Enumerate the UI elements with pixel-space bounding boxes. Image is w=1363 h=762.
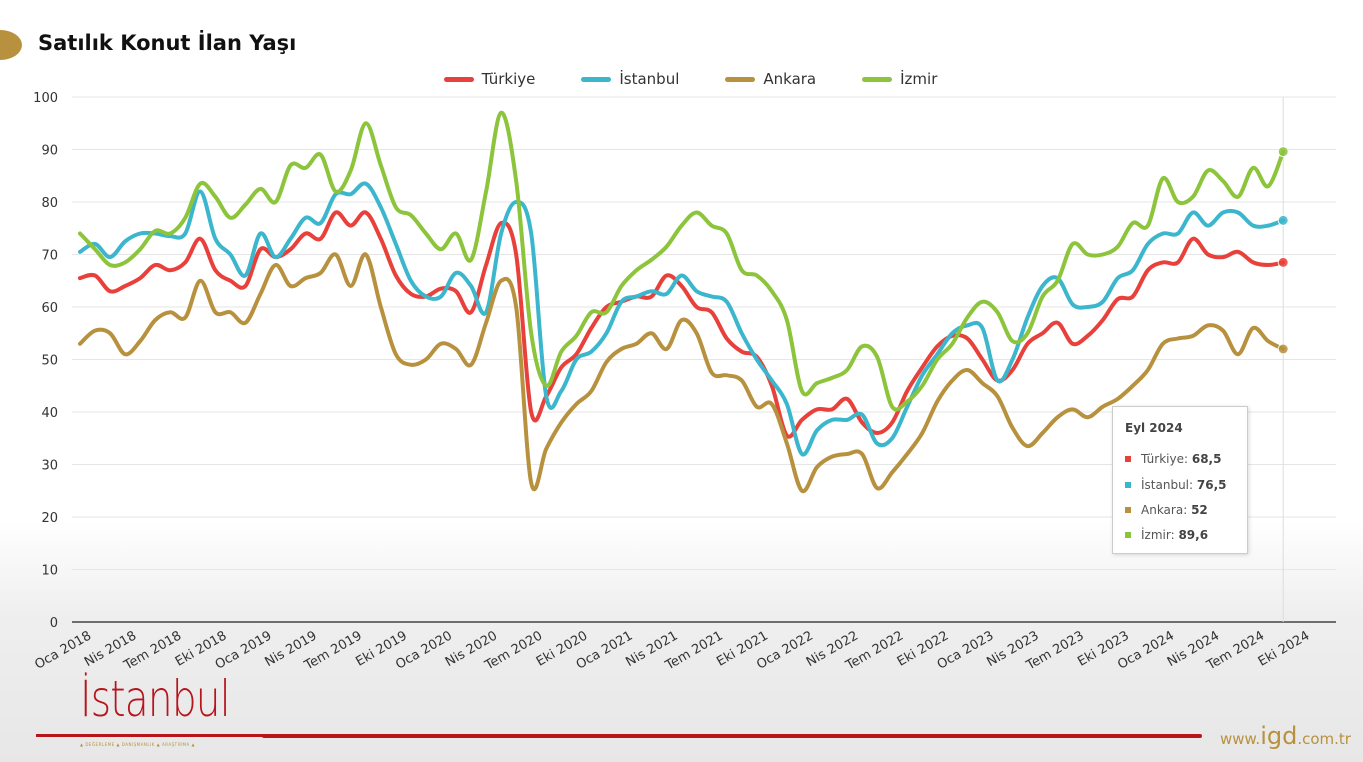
web-suffix: .com.tr	[1297, 730, 1351, 748]
tooltip-label: Ankara:	[1141, 503, 1192, 517]
legend-item-ankara[interactable]: Ankara	[707, 70, 816, 88]
series-marker-icon	[1125, 507, 1131, 513]
website-link[interactable]: www.igd.com.tr	[1220, 722, 1351, 750]
chart-legend: Türkiye İstanbul Ankara İzmir	[0, 70, 1363, 88]
hover-point	[1277, 146, 1289, 158]
legend-item-istanbul[interactable]: İstanbul	[563, 70, 679, 88]
hover-point	[1277, 214, 1289, 226]
tooltip-label: İzmir:	[1141, 528, 1179, 542]
tooltip-value: 89,6	[1178, 528, 1209, 542]
istanbul-logo: İstanbul ▲ DEĞERLEME ▲ DANIŞMANLIK ▲ ARA…	[36, 670, 266, 756]
series-line-0	[78, 210, 1286, 439]
y-tick-label: 20	[41, 511, 58, 526]
legend-label: Türkiye	[481, 70, 536, 88]
web-prefix: www.	[1220, 730, 1261, 748]
tooltip-value: 52	[1191, 503, 1208, 517]
series-marker-icon	[1125, 482, 1131, 488]
series-line-2	[78, 252, 1286, 494]
legend-swatch	[443, 76, 474, 82]
legend-swatch	[725, 76, 756, 82]
footer-divider	[262, 734, 1202, 738]
y-tick-label: 30	[41, 459, 58, 474]
series-line-1	[78, 181, 1286, 457]
y-tick-label: 60	[41, 301, 58, 316]
tooltip-row-izmir: İzmir: 89,6	[1125, 528, 1208, 542]
tooltip-row-turkiye: Türkiye: 68,5	[1125, 452, 1221, 466]
tooltip-row-istanbul: İstanbul: 76,5	[1125, 478, 1226, 492]
series-marker-icon	[1125, 532, 1131, 538]
tooltip-row-ankara: Ankara: 52	[1125, 503, 1208, 517]
web-main: igd	[1260, 722, 1298, 750]
skyline-background	[0, 520, 1363, 762]
logo-text: İstanbul	[80, 670, 231, 728]
tooltip-value: 68,5	[1191, 452, 1222, 466]
legend-item-izmir[interactable]: İzmir	[844, 70, 937, 88]
page-title: Satılık Konut İlan Yaşı	[38, 31, 297, 55]
y-tick-label: 70	[41, 249, 58, 264]
tooltip: Eyl 2024 Türkiye: 68,5 İstanbul: 76,5 An…	[1112, 406, 1248, 554]
y-tick-label: 100	[33, 91, 58, 106]
tooltip-title: Eyl 2024	[1125, 421, 1183, 435]
y-tick-label: 10	[41, 564, 58, 579]
legend-label: İstanbul	[619, 70, 680, 88]
x-tick-label: Oca 2018	[32, 628, 94, 672]
tooltip-label: İstanbul:	[1141, 478, 1197, 492]
title-marker-icon	[0, 30, 22, 60]
tooltip-value: 76,5	[1196, 478, 1227, 492]
x-tick-label: Eki 2024	[1256, 628, 1312, 669]
y-tick-label: 90	[41, 144, 58, 159]
hover-point	[1277, 343, 1289, 355]
legend-label: İzmir	[900, 70, 938, 88]
y-tick-label: 0	[50, 616, 58, 631]
y-tick-label: 50	[41, 354, 58, 369]
logo-underline	[36, 734, 266, 737]
series-marker-icon	[1125, 456, 1131, 462]
hover-point	[1277, 256, 1289, 268]
legend-label: Ankara	[763, 70, 817, 88]
series-line-3	[78, 110, 1286, 412]
tooltip-label: Türkiye:	[1141, 452, 1192, 466]
legend-item-turkiye[interactable]: Türkiye	[426, 70, 536, 88]
legend-swatch	[581, 76, 612, 82]
logo-subtitle: ▲ DEĞERLEME ▲ DANIŞMANLIK ▲ ARAŞTIRMA ▲	[80, 742, 196, 747]
legend-swatch	[862, 76, 893, 82]
y-tick-label: 80	[41, 196, 58, 211]
y-tick-label: 40	[41, 406, 58, 421]
